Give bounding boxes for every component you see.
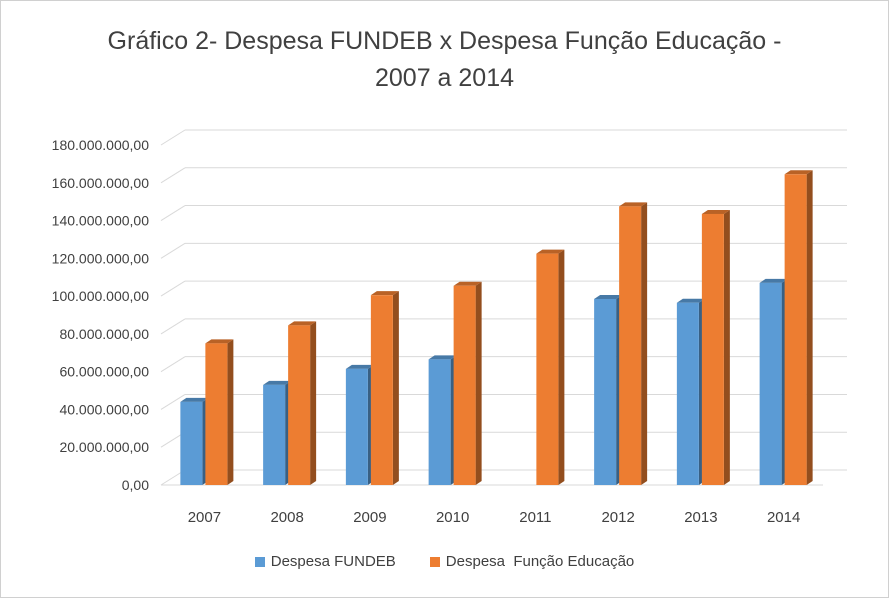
bar-educacao — [536, 253, 559, 485]
bar-educacao-side — [475, 281, 482, 485]
y-tick-label: 120.000.000,00 — [52, 250, 150, 266]
y-tick-label: 80.000.000,00 — [59, 326, 149, 342]
gridline-depth — [160, 280, 186, 297]
bar-educacao-top — [205, 339, 234, 344]
chart-title-line-1: Gráfico 2- Despesa FUNDEB x Despesa Funç… — [107, 27, 782, 55]
y-tick-label: 100.000.000,00 — [52, 288, 150, 304]
gridline-depth — [160, 205, 186, 221]
x-tick-label: 2010 — [436, 509, 469, 526]
bar-fundeb-top — [594, 294, 623, 299]
chart-title-line-2: 2007 a 2014 — [374, 64, 515, 92]
bar-fundeb-top — [263, 380, 292, 385]
x-tick-label: 2009 — [353, 509, 386, 526]
bar-educacao-side — [558, 249, 565, 485]
bar-fundeb — [428, 359, 451, 485]
gridline-depth — [160, 394, 186, 410]
bar-fundeb-top — [676, 298, 705, 303]
legend-label-educacao: Despesa Função Educação — [445, 553, 635, 570]
bar-educacao-side — [310, 321, 317, 485]
gridline-depth — [160, 242, 186, 259]
bar-educacao — [784, 174, 807, 485]
y-tick-label: 180.000.000,00 — [52, 137, 150, 153]
bar-fundeb-top — [180, 397, 209, 402]
legend-swatch-educacao — [429, 556, 440, 567]
bar-fundeb — [759, 282, 782, 485]
x-tick-label: 2008 — [270, 509, 303, 526]
y-tick-label: 40.000.000,00 — [59, 401, 149, 417]
bar-educacao-top — [453, 281, 482, 286]
bar-educacao-top — [619, 202, 648, 207]
bar-educacao — [205, 343, 228, 485]
bar-fundeb — [594, 298, 617, 485]
gridline-depth — [160, 167, 186, 184]
bar-educacao-top — [784, 170, 813, 175]
bar-educacao — [288, 325, 311, 485]
y-tick-label: 0,00 — [122, 477, 149, 493]
bar-educacao-top — [701, 209, 730, 214]
bar-fundeb — [263, 384, 286, 485]
bar-fundeb-top — [428, 355, 457, 360]
bar-educacao — [701, 213, 724, 485]
y-tick-label: 160.000.000,00 — [52, 175, 150, 191]
bar-educacao-top — [536, 249, 565, 254]
bar-fundeb — [676, 302, 699, 485]
bar-educacao-top — [288, 321, 317, 326]
bar-educacao — [453, 285, 476, 485]
x-tick-label: 2013 — [684, 509, 717, 526]
bar-educacao-side — [723, 209, 730, 485]
legend-swatch-fundeb — [254, 556, 265, 567]
bar-educacao — [619, 206, 642, 485]
legend-item-fundeb: Despesa FUNDEB — [254, 553, 396, 570]
legend-label-fundeb: Despesa FUNDEB — [270, 553, 396, 570]
bar-fundeb-top — [345, 364, 374, 369]
bar-educacao-side — [392, 291, 399, 485]
bar-fundeb-top — [759, 278, 788, 283]
x-tick-label: 2011 — [519, 509, 551, 526]
chart-title: Gráfico 2- Despesa FUNDEB x Despesa Funç… — [1, 23, 888, 97]
y-tick-label: 20.000.000,00 — [59, 439, 149, 455]
gridline-depth — [160, 129, 186, 146]
y-tick-label: 140.000.000,00 — [52, 213, 150, 229]
bar-educacao-side — [806, 170, 813, 485]
y-tick-label: 60.000.000,00 — [59, 364, 149, 380]
x-tick-label: 2012 — [601, 509, 634, 526]
bar-educacao-side — [641, 202, 648, 485]
bar-educacao-top — [370, 291, 399, 296]
chart-legend: Despesa FUNDEB Despesa Função Educação — [1, 553, 888, 570]
gridline-depth — [160, 318, 186, 335]
gridline-depth — [160, 356, 186, 373]
legend-item-educacao: Despesa Função Educação — [429, 553, 635, 570]
x-tick-label: 2007 — [188, 509, 221, 526]
x-tick-label: 2014 — [767, 509, 800, 526]
bar-educacao-side — [227, 339, 234, 485]
bar-fundeb — [345, 368, 368, 485]
bar-fundeb — [180, 401, 203, 485]
bar-educacao — [370, 295, 393, 485]
